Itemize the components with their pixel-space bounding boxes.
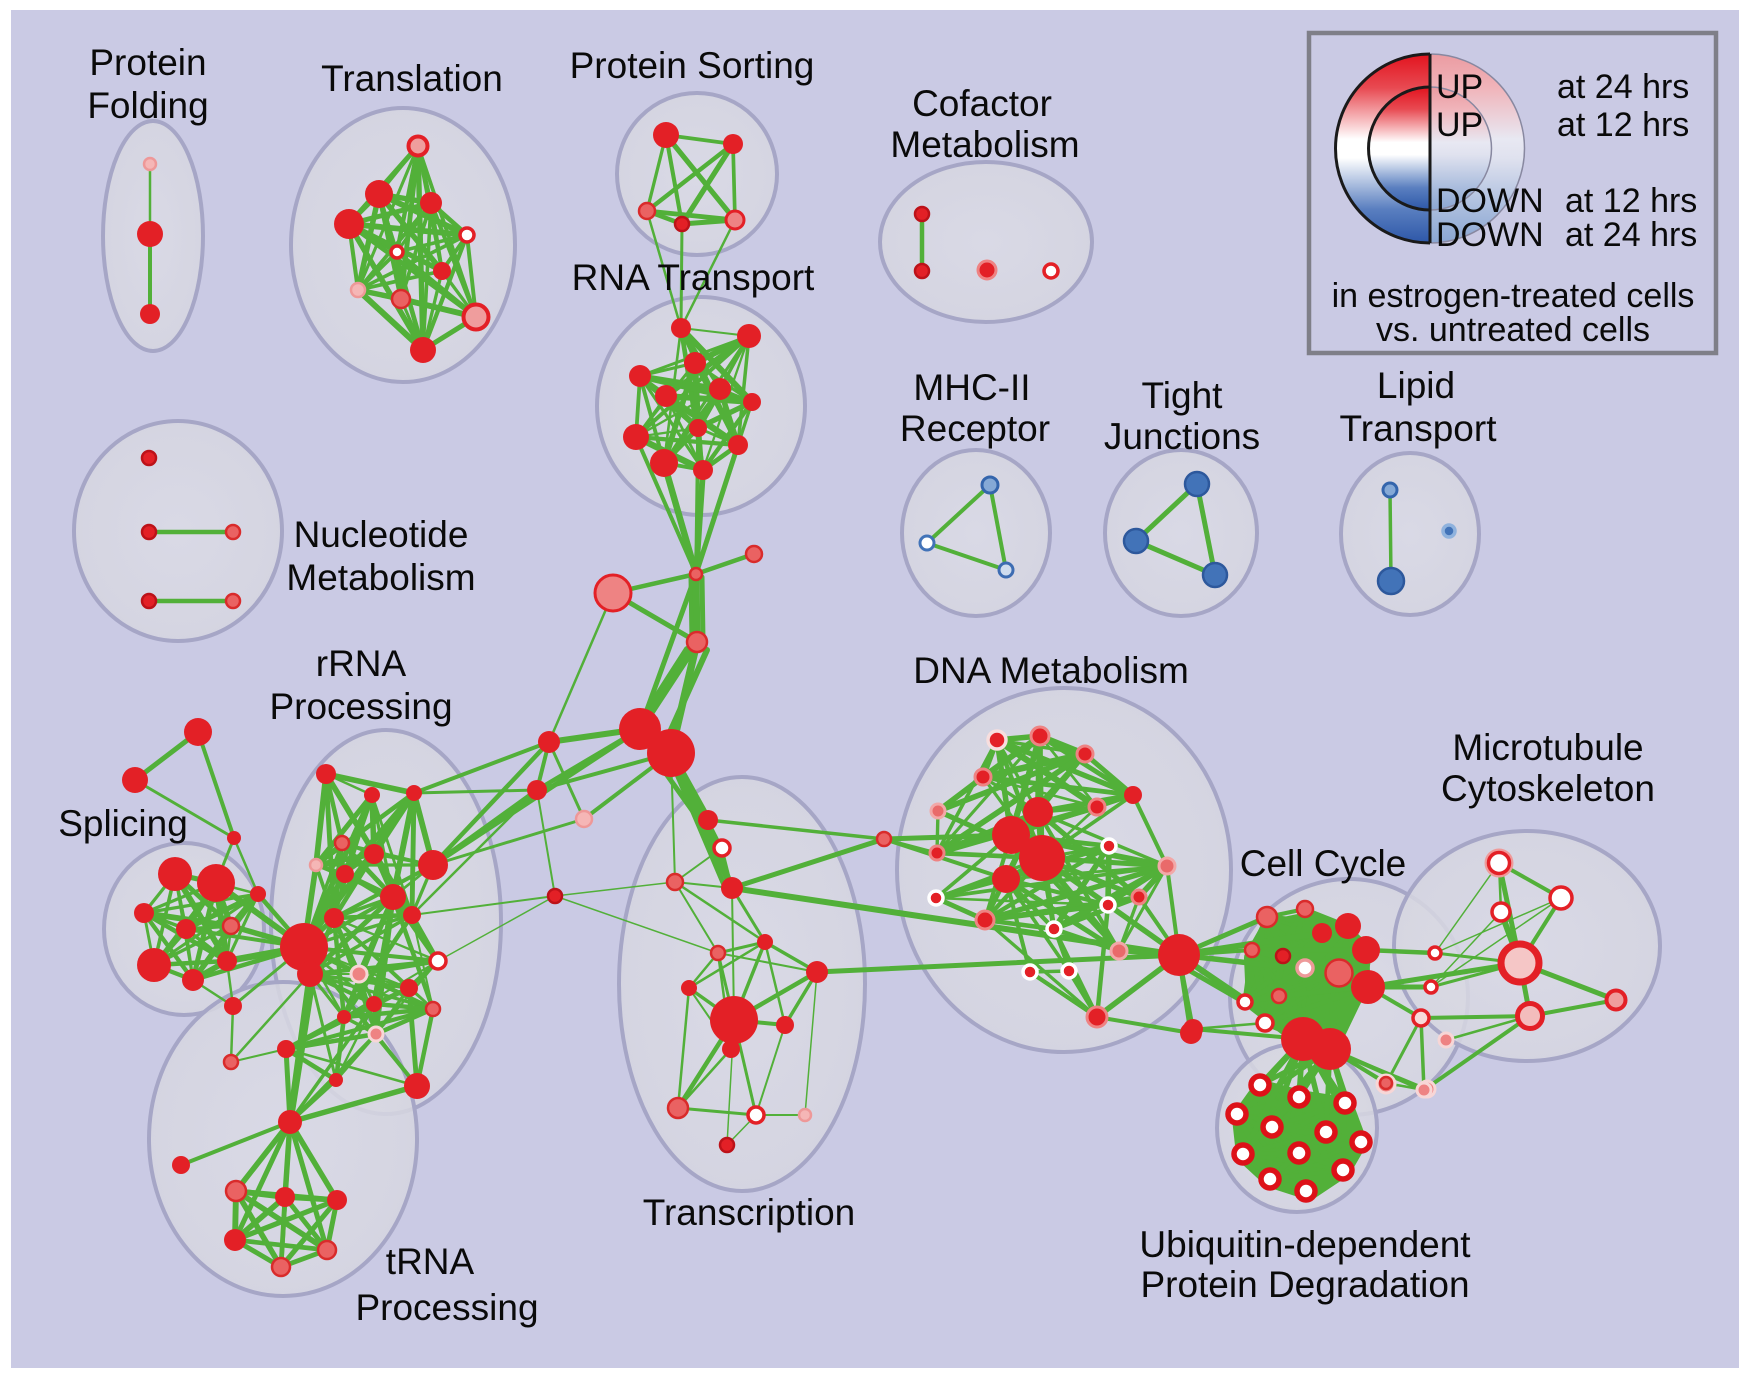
svg-text:at 12 hrs: at 12 hrs <box>1557 106 1689 144</box>
svg-text:DOWN: DOWN <box>1436 216 1544 254</box>
svg-text:tRNA: tRNA <box>386 1241 475 1282</box>
svg-text:RNA Transport: RNA Transport <box>572 257 815 298</box>
svg-text:vs. untreated cells: vs. untreated cells <box>1376 311 1650 349</box>
svg-text:Ubiquitin-dependent: Ubiquitin-dependent <box>1139 1224 1471 1265</box>
svg-text:Tight: Tight <box>1142 375 1224 416</box>
svg-text:Splicing: Splicing <box>58 803 188 844</box>
svg-text:Junctions: Junctions <box>1104 416 1260 457</box>
svg-text:DNA Metabolism: DNA Metabolism <box>913 650 1189 691</box>
svg-text:Transcription: Transcription <box>643 1192 855 1233</box>
svg-text:Processing: Processing <box>355 1287 538 1328</box>
svg-text:Protein Sorting: Protein Sorting <box>570 45 815 86</box>
svg-text:UP: UP <box>1436 68 1483 106</box>
svg-text:Processing: Processing <box>269 686 452 727</box>
svg-text:Transport: Transport <box>1340 408 1498 449</box>
svg-text:at 12 hrs: at 12 hrs <box>1565 182 1697 220</box>
svg-text:Metabolism: Metabolism <box>890 124 1079 165</box>
svg-text:Protein: Protein <box>89 42 206 83</box>
svg-text:Translation: Translation <box>321 58 503 99</box>
svg-text:Metabolism: Metabolism <box>286 557 475 598</box>
svg-text:DOWN: DOWN <box>1436 182 1544 220</box>
svg-text:in estrogen-treated cells: in estrogen-treated cells <box>1332 277 1695 315</box>
svg-text:UP: UP <box>1436 106 1483 144</box>
svg-text:Nucleotide: Nucleotide <box>294 514 469 555</box>
svg-text:MHC-II: MHC-II <box>913 367 1030 408</box>
svg-text:Cofactor: Cofactor <box>912 83 1052 124</box>
svg-text:Microtubule: Microtubule <box>1452 727 1643 768</box>
svg-text:Cell Cycle: Cell Cycle <box>1240 843 1407 884</box>
svg-text:Folding: Folding <box>87 85 208 126</box>
svg-text:Cytoskeleton: Cytoskeleton <box>1441 768 1655 809</box>
svg-text:Receptor: Receptor <box>900 408 1050 449</box>
svg-text:at 24 hrs: at 24 hrs <box>1565 216 1697 254</box>
svg-text:Protein Degradation: Protein Degradation <box>1140 1264 1469 1305</box>
svg-text:at 24 hrs: at 24 hrs <box>1557 68 1689 106</box>
svg-text:Lipid: Lipid <box>1377 365 1455 406</box>
svg-text:rRNA: rRNA <box>316 643 407 684</box>
